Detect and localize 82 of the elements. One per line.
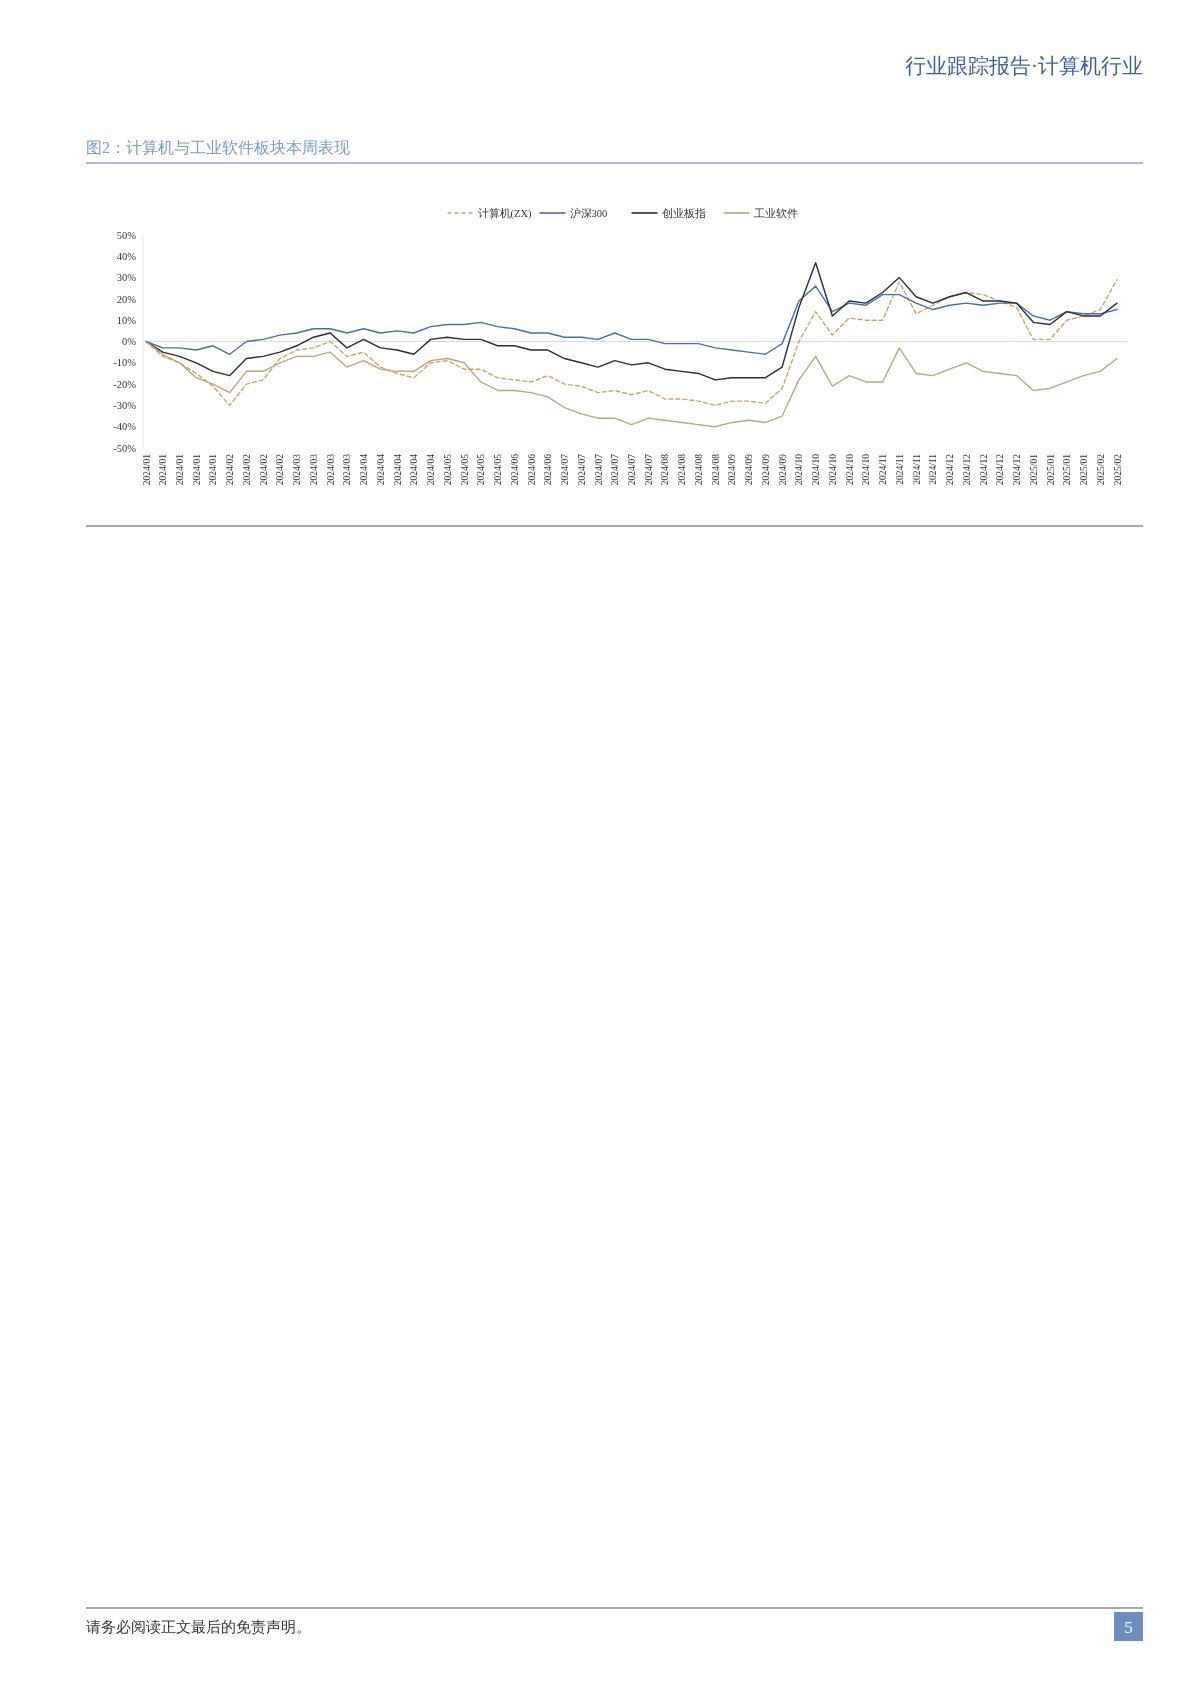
x-tick-label: 2024/11 (928, 453, 939, 485)
text: 行业跟踪报告·计算机行业 (905, 54, 1143, 78)
x-tick-label: 2024/07 (610, 453, 621, 486)
x-tick-label: 2024/06 (526, 453, 537, 486)
x-tick-label: 2024/06 (509, 453, 520, 486)
x-tick-label: 2024/11 (911, 453, 922, 485)
x-tick-label: 2024/12 (961, 453, 972, 486)
x-tick-label: 2024/06 (543, 453, 554, 486)
legend-label: 沪深300 (569, 206, 608, 219)
x-tick-label: 2024/05 (442, 453, 453, 486)
y-tick-label: -50% (113, 442, 137, 454)
x-tick-label: 2024/11 (878, 453, 889, 485)
x-tick-label: 2024/03 (342, 453, 353, 486)
x-tick-label: 2024/04 (426, 453, 437, 486)
line-series (145, 261, 1118, 381)
x-tick-label: 2024/11 (894, 453, 905, 485)
x-tick-label: 2024/01 (141, 453, 152, 486)
x-tick-label: 2024/08 (693, 453, 704, 486)
x-tick-label: 2024/07 (576, 453, 587, 486)
x-tick-label: 2024/08 (677, 453, 688, 486)
y-tick-label: 30% (116, 272, 137, 284)
x-tick-label: 2024/01 (191, 453, 202, 486)
legend-label: 创业板指 (661, 206, 706, 219)
x-tick-label: 2024/07 (560, 453, 571, 486)
x-tick-label: 2024/09 (760, 453, 771, 486)
x-tick-label: 2024/03 (325, 453, 336, 486)
x-tick-label: 2025/01 (1062, 453, 1073, 486)
y-tick-label: -20% (113, 378, 137, 390)
x-tick-label: 2024/08 (660, 453, 671, 486)
x-tick-label: 2024/12 (995, 453, 1006, 486)
x-tick-label: 2024/05 (493, 453, 504, 486)
text: 5 (1124, 1617, 1133, 1637)
x-tick-label: 2024/09 (727, 453, 738, 486)
y-tick-label: -30% (113, 400, 137, 412)
x-tick-label: 2024/10 (861, 453, 872, 486)
line-series (145, 285, 1118, 355)
x-tick-label: 2024/03 (308, 453, 319, 486)
x-tick-label: 2024/04 (392, 453, 403, 486)
x-tick-label: 2024/02 (241, 453, 252, 486)
y-tick-label: 40% (116, 250, 137, 262)
x-tick-label: 2024/01 (208, 453, 219, 486)
x-tick-label: 2024/05 (476, 453, 487, 486)
x-tick-label: 2024/01 (174, 453, 185, 486)
x-tick-label: 2025/01 (1045, 453, 1056, 486)
x-tick-label: 2024/02 (225, 453, 236, 486)
x-tick-label: 2024/01 (158, 453, 169, 486)
y-tick-label: -10% (113, 357, 137, 369)
x-tick-label: 2024/09 (777, 453, 788, 486)
x-tick-label: 2025/01 (1079, 453, 1090, 486)
x-tick-label: 2024/04 (409, 453, 420, 486)
legend-label: 工业软件 (753, 206, 798, 219)
y-tick-label: 50% (116, 229, 137, 241)
x-tick-label: 2024/03 (292, 453, 303, 486)
text: 请务必阅读正文最后的免责声明。 (86, 1619, 311, 1635)
x-tick-label: 2024/07 (643, 453, 654, 486)
line-series (145, 340, 1118, 428)
x-tick-label: 2024/04 (359, 453, 370, 486)
x-tick-label: 2024/09 (744, 453, 755, 486)
y-tick-label: 10% (116, 314, 137, 326)
x-tick-label: 2025/01 (1028, 453, 1039, 486)
x-tick-label: 2024/12 (978, 453, 989, 486)
x-tick-label: 2025/02 (1095, 453, 1106, 486)
x-tick-label: 2024/05 (459, 453, 470, 486)
y-tick-label: -40% (113, 421, 137, 433)
x-tick-label: 2024/07 (627, 453, 637, 486)
x-tick-label: 2024/08 (710, 453, 721, 486)
x-tick-label: 2024/10 (794, 453, 805, 486)
x-tick-label: 2024/02 (275, 453, 286, 486)
x-tick-label: 2024/07 (593, 453, 604, 486)
legend-label: 计算机(ZX) (477, 206, 532, 220)
x-tick-label: 2024/02 (258, 453, 269, 486)
x-tick-label: 2024/12 (1012, 453, 1023, 486)
x-tick-label: 2025/02 (1112, 453, 1123, 486)
line-series (145, 279, 1118, 407)
x-tick-label: 2024/10 (827, 453, 838, 486)
x-tick-label: 2024/04 (375, 453, 386, 486)
x-tick-label: 2024/10 (844, 453, 855, 486)
y-tick-label: 0% (122, 336, 137, 348)
x-tick-label: 2024/10 (811, 453, 822, 486)
chart-title: 图2：计算机与工业软件板块本周表现 (86, 139, 350, 156)
y-tick-label: 20% (116, 293, 137, 305)
x-tick-label: 2024/12 (945, 453, 956, 486)
